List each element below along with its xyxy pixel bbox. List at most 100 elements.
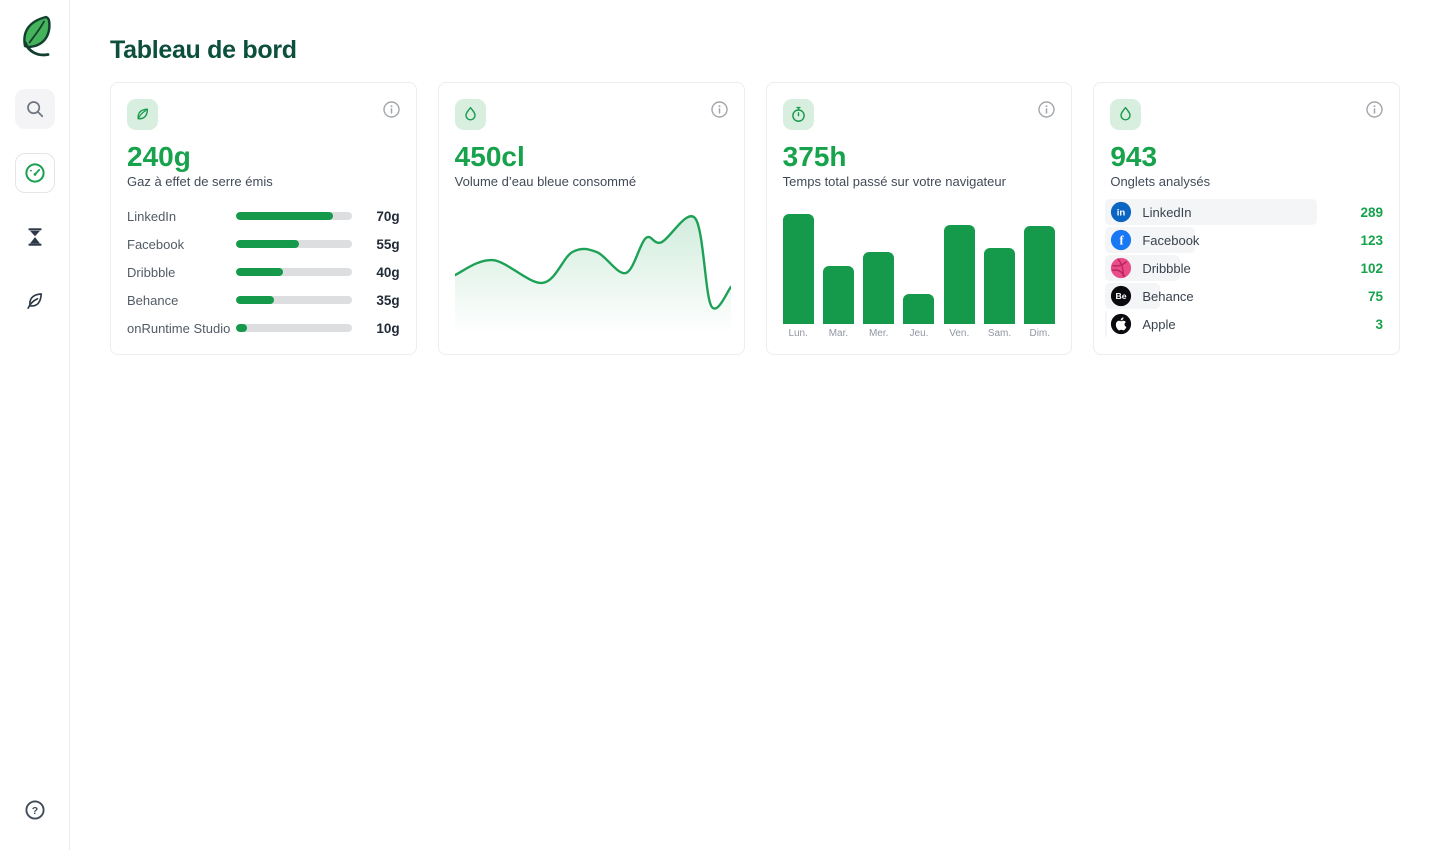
- tab-label: LinkedIn: [1142, 204, 1192, 220]
- svg-text:in: in: [1117, 208, 1126, 219]
- day-bar: [822, 266, 854, 325]
- sidebar-item-history[interactable]: [15, 217, 55, 257]
- hourglass-icon: [28, 228, 41, 246]
- sidebar-item-dashboard[interactable]: [14, 153, 55, 193]
- info-icon[interactable]: [1366, 101, 1383, 118]
- tab-row[interactable]: Apple 3: [1105, 310, 1384, 338]
- card-value: 240g: [127, 141, 191, 172]
- apple-icon: [1110, 313, 1132, 335]
- progress-track: [235, 296, 352, 305]
- card-emissions: 240g Gaz à effet de serre émis LinkedIn 7…: [110, 82, 417, 355]
- emission-row: LinkedIn 70g: [127, 202, 400, 230]
- card-header: [1110, 99, 1383, 130]
- info-icon[interactable]: [1038, 101, 1056, 118]
- day-bar: [782, 214, 814, 325]
- progress-fill: [235, 212, 334, 221]
- progress-track: [235, 240, 352, 249]
- emission-row: Dribbble 40g: [127, 258, 400, 286]
- stopwatch-badge: [782, 99, 814, 130]
- card-tabs: 943 Onglets analysés in LinkedIn 289 f Faceb…: [1093, 82, 1401, 355]
- metric-label: Facebook: [127, 236, 185, 252]
- drop-badge: [1110, 99, 1142, 130]
- progress-fill: [235, 324, 248, 333]
- sidebar-item-eco[interactable]: [15, 281, 55, 321]
- help-icon: ?: [24, 800, 45, 820]
- leaf-logo-icon: [22, 15, 51, 57]
- dribbble-icon: [1110, 257, 1132, 279]
- tab-row[interactable]: Be Behance 75: [1105, 282, 1383, 310]
- emissions-list: LinkedIn 70g Facebook 55g Dribbble 40g Behance…: [127, 202, 400, 342]
- metric-value: 55g: [376, 236, 400, 252]
- facebook-icon: f: [1110, 229, 1132, 251]
- drop-badge: [454, 99, 486, 130]
- drop-icon: [464, 106, 476, 121]
- card-label: Volume d’eau bleue consommé: [454, 174, 637, 190]
- metric-value: 35g: [376, 292, 400, 308]
- card-time: 375h Temps total passé sur votre navigat…: [765, 82, 1073, 355]
- card-label: Temps total passé sur votre navigateur: [782, 174, 1006, 190]
- sidebar: ?: [0, 0, 70, 850]
- area-fill: [454, 216, 731, 335]
- metric-value: 70g: [376, 208, 400, 224]
- tab-count: 102: [1360, 260, 1384, 276]
- leaf-icon: [26, 293, 42, 309]
- linkedin-icon: in: [1110, 201, 1132, 223]
- progress-track: [235, 268, 352, 277]
- card-label: Onglets analysés: [1110, 174, 1211, 190]
- main-content: Tableau de bord 240g: [70, 0, 1440, 355]
- tab-label: Facebook: [1142, 232, 1200, 248]
- day-bar: [984, 248, 1015, 325]
- metric-value: 10g: [376, 320, 400, 336]
- app-logo-leaf[interactable]: [15, 12, 55, 64]
- leaf-badge: [127, 99, 158, 130]
- metric-label: Behance: [127, 292, 179, 308]
- behance-icon: Be: [1110, 285, 1132, 307]
- tab-row[interactable]: in LinkedIn 289: [1105, 198, 1383, 226]
- drop-icon: [1120, 106, 1132, 121]
- time-bar-chart: [782, 206, 1056, 325]
- progress-track: [235, 324, 352, 333]
- tab-label: Dribbble: [1142, 260, 1191, 276]
- card-header: [454, 99, 728, 130]
- tab-row[interactable]: f Facebook 123: [1105, 226, 1384, 254]
- stopwatch-icon: [791, 106, 805, 122]
- sidebar-item-help[interactable]: ?: [15, 790, 55, 830]
- day-bar: [1024, 226, 1056, 325]
- info-icon[interactable]: [710, 101, 728, 118]
- progress-track: [235, 212, 352, 221]
- svg-text:f: f: [1120, 234, 1125, 248]
- card-water: 450cl Volume d’eau bleue consommé: [437, 82, 745, 355]
- tab-label: Behance: [1142, 288, 1194, 304]
- metric-value: 40g: [376, 264, 400, 280]
- time-axis-labels: Lun. Mar. Mer. Jeu. Ven. Sam. Dim.: [783, 328, 1056, 339]
- tab-count: 123: [1360, 232, 1384, 248]
- tab-row-highlight: [1105, 311, 1108, 338]
- leaf-icon: [137, 108, 149, 120]
- water-area-chart: [454, 215, 731, 335]
- day-label: Ven.: [949, 328, 970, 340]
- emission-row: Facebook 55g: [127, 230, 400, 258]
- day-bar: [943, 225, 975, 325]
- line-series: [454, 215, 731, 310]
- tab-row[interactable]: Dribbble 102: [1105, 254, 1384, 282]
- day-label: Jeu.: [909, 328, 929, 340]
- sidebar-item-search[interactable]: [14, 89, 55, 129]
- day-label: Sam.: [987, 328, 1012, 340]
- card-value: 943: [1110, 141, 1158, 172]
- tab-count: 3: [1375, 316, 1384, 332]
- day-label: Mar.: [828, 328, 849, 340]
- card-value: 375h: [782, 141, 847, 172]
- emission-row: Behance 35g: [127, 286, 400, 314]
- metric-label: Dribbble: [127, 264, 176, 280]
- card-label: Gaz à effet de serre émis: [127, 174, 273, 190]
- day-label: Dim.: [1029, 328, 1051, 340]
- search-icon: [26, 101, 43, 118]
- metric-label: onRuntime Studio: [127, 320, 231, 336]
- info-icon[interactable]: [382, 101, 400, 118]
- tabs-list: in LinkedIn 289 f Facebook 123 Dribbble 102 Be Be…: [1105, 198, 1384, 338]
- day-bar: [863, 252, 895, 325]
- day-label: Lun.: [788, 328, 808, 340]
- progress-fill: [235, 240, 300, 249]
- card-header: [127, 99, 400, 130]
- emission-row: onRuntime Studio 10g: [127, 314, 400, 342]
